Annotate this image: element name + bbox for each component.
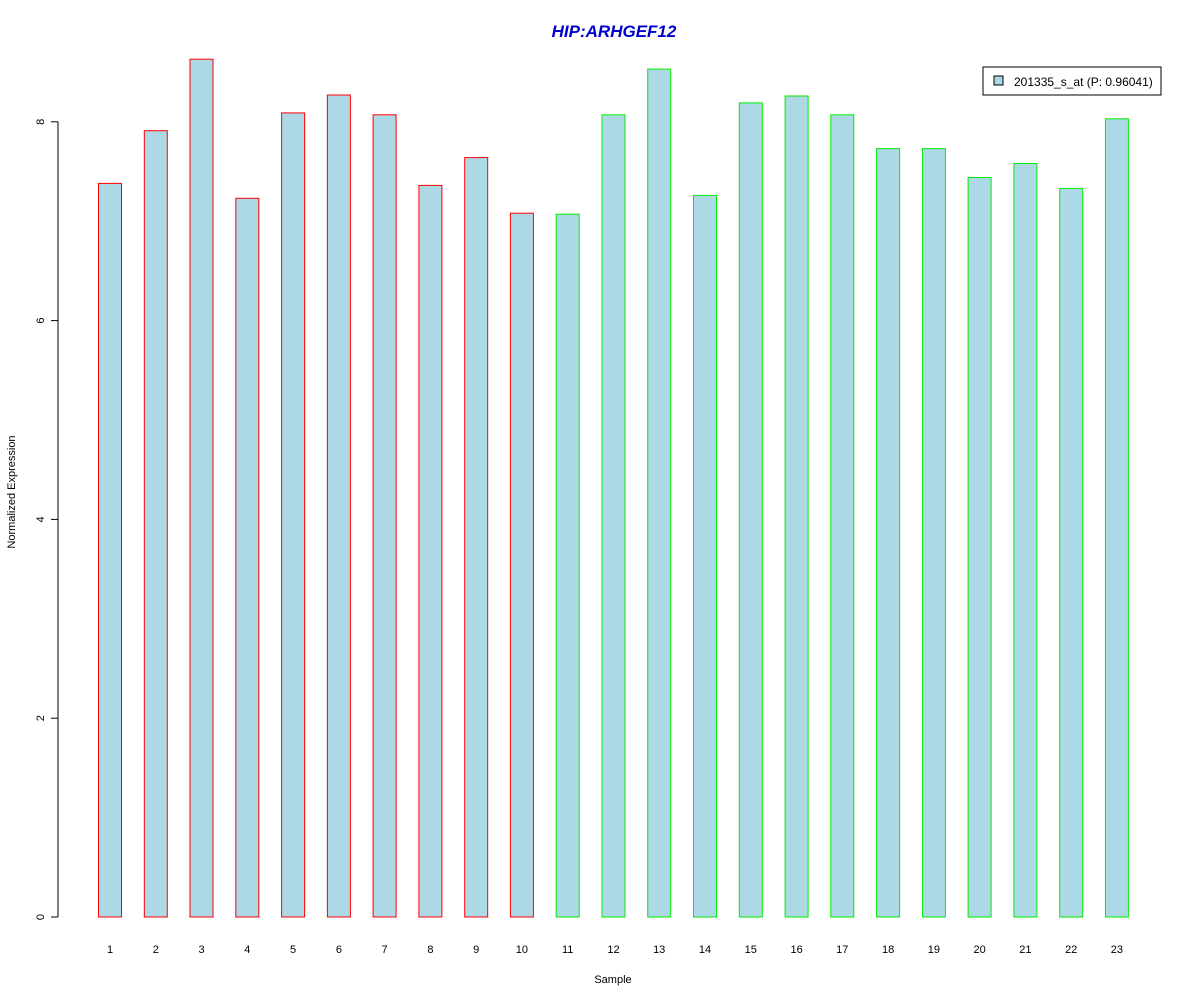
y-tick-label: 6 <box>35 318 47 324</box>
legend: 201335_s_at (P: 0.96041) <box>982 66 1162 96</box>
x-tick-label: 2 <box>153 944 159 956</box>
x-tick-label: 14 <box>699 944 711 956</box>
bar-sample-15 <box>738 102 763 918</box>
y-axis: 0 2 4 6 8 <box>35 119 59 920</box>
x-tick-label: 15 <box>745 944 757 956</box>
legend-box <box>982 66 1162 96</box>
x-tick-label: 20 <box>973 944 985 956</box>
bar-sample-6 <box>326 94 351 918</box>
x-tick-label: 16 <box>790 944 802 956</box>
bars-group <box>98 58 1129 918</box>
bar-sample-10 <box>509 212 534 918</box>
bar-sample-14 <box>693 194 717 918</box>
bar-sample-2 <box>143 130 168 918</box>
bar-sample-8 <box>418 184 443 918</box>
x-tick-label: 19 <box>928 944 940 956</box>
legend-swatch <box>993 75 1004 86</box>
x-tick-label: 1 <box>107 944 113 956</box>
x-tick-label: 6 <box>336 944 342 956</box>
x-axis-label: Sample <box>594 974 631 986</box>
bar-sample-11 <box>555 213 580 918</box>
bar-sample-13 <box>647 68 672 918</box>
bar-sample-1 <box>98 182 122 918</box>
bar-sample-22 <box>1059 187 1084 918</box>
bar-sample-7 <box>372 114 397 918</box>
x-tick-label: 10 <box>516 944 528 956</box>
bar-sample-23 <box>1104 118 1129 918</box>
x-tick-label: 21 <box>1019 944 1031 956</box>
x-tick-labels: 1 2 3 4 5 6 7 8 9 10 11 12 13 14 15 16 17 18 19 20 21 22 23 <box>107 944 1123 956</box>
x-tick-label: 22 <box>1065 944 1077 956</box>
bar-sample-3 <box>189 58 214 918</box>
x-tick-label: 13 <box>653 944 665 956</box>
bar-sample-20 <box>967 177 992 918</box>
bar-sample-12 <box>601 114 626 918</box>
y-tick-label: 2 <box>35 715 47 721</box>
y-tick-label: 8 <box>35 119 47 125</box>
bar-sample-16 <box>784 95 809 918</box>
bar-sample-18 <box>876 148 901 918</box>
x-tick-label: 18 <box>882 944 894 956</box>
bar-sample-5 <box>281 112 306 918</box>
y-tick-label: 4 <box>35 516 47 522</box>
x-tick-label: 23 <box>1111 944 1123 956</box>
bar-sample-17 <box>830 114 855 918</box>
x-tick-label: 3 <box>198 944 204 956</box>
bar-sample-4 <box>235 197 260 918</box>
x-tick-label: 17 <box>836 944 848 956</box>
y-tick-label: 0 <box>35 914 47 920</box>
bar-sample-21 <box>1013 163 1038 918</box>
x-tick-label: 4 <box>244 944 250 956</box>
chart-title: HIP:ARHGEF12 <box>552 22 677 41</box>
x-tick-label: 11 <box>562 944 573 956</box>
bar-sample-19 <box>921 148 946 918</box>
x-tick-label: 12 <box>607 944 619 956</box>
legend-label: 201335_s_at (P: 0.96041) <box>1014 75 1153 89</box>
x-tick-label: 9 <box>473 944 479 956</box>
x-tick-label: 7 <box>382 944 388 956</box>
x-tick-label: 8 <box>427 944 433 956</box>
y-axis-label: Normalized Expression <box>6 435 18 548</box>
x-tick-label: 5 <box>290 944 296 956</box>
bar-sample-9 <box>464 157 489 918</box>
